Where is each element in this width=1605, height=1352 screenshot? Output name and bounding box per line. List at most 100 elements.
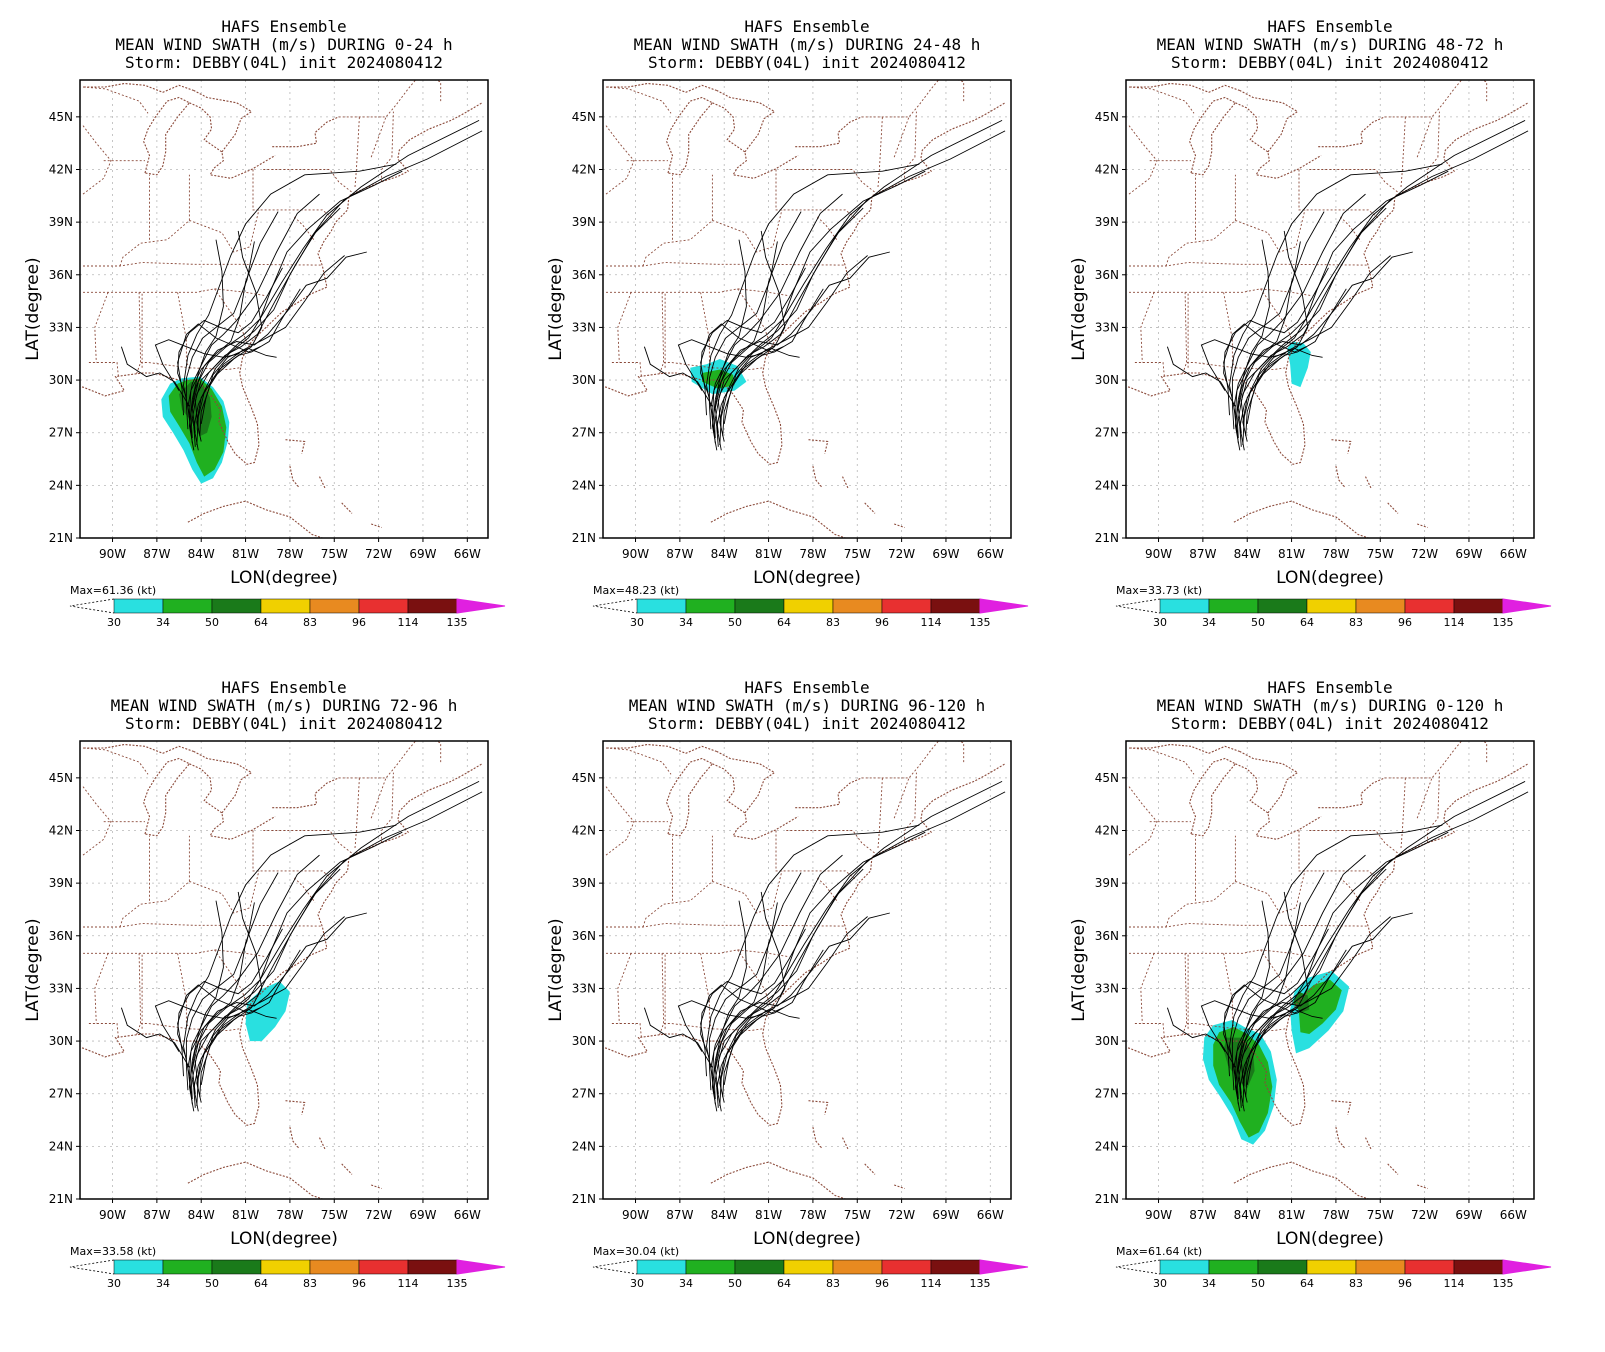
state-border	[1129, 288, 1313, 297]
ensemble-track	[1233, 854, 1366, 1094]
coastline	[1331, 1100, 1352, 1115]
x-axis-label: LON(degree)	[753, 1229, 861, 1249]
colorbar-segment	[783, 598, 834, 614]
colorbar: Max=61.64 (kt) 30 34 50 64 83 96 114 135	[1115, 1245, 1552, 1290]
state-border	[1181, 292, 1188, 375]
lon-tick-label: 84W	[711, 1208, 738, 1222]
ensemble-track	[1239, 119, 1526, 447]
swath-title: MEAN WIND SWATH (m/s) DURING 96-120 h	[629, 696, 985, 715]
coastline	[666, 757, 714, 837]
coastline	[189, 763, 276, 840]
colorbar-segment	[1257, 1259, 1308, 1275]
ensemble-track	[188, 239, 224, 451]
model-title: HAFS Ensemble	[221, 17, 346, 36]
model-title: HAFS Ensemble	[744, 17, 869, 36]
ensemble-track	[719, 891, 786, 1103]
state-border	[354, 777, 360, 849]
colorbar-level-label: 83	[303, 616, 317, 629]
lon-tick-label: 87W	[1189, 1208, 1216, 1222]
ensemble-track	[193, 780, 480, 1108]
coastline	[712, 763, 799, 840]
lat-tick-label: 39N	[49, 876, 73, 890]
coastline	[1189, 757, 1237, 837]
colorbar-segment	[1257, 598, 1308, 614]
lon-tick-label: 78W	[1322, 1208, 1349, 1222]
colorbar-segment	[979, 598, 1029, 614]
state-border	[663, 292, 714, 369]
state-border	[1427, 817, 1439, 843]
state-border	[1416, 777, 1433, 819]
state-border	[893, 777, 910, 819]
coastline	[143, 757, 191, 837]
lon-tick-label: 90W	[1145, 547, 1172, 561]
lon-tick-label: 75W	[321, 547, 348, 561]
state-border	[1480, 741, 1488, 763]
ensemble-track	[1246, 1009, 1323, 1085]
lon-tick-label: 90W	[99, 1208, 126, 1222]
lat-tick-label: 42N	[572, 823, 596, 837]
colorbar-level-label: 135	[970, 1277, 991, 1290]
ensemble-track	[714, 130, 1006, 451]
ensemble-track	[1234, 239, 1270, 451]
colorbar-level-label: 50	[728, 1277, 742, 1290]
state-border	[83, 262, 322, 267]
coastline	[1129, 82, 1240, 93]
ensemble-track	[711, 239, 747, 451]
colorbar-segment	[162, 598, 213, 614]
colorbar-level-label: 30	[107, 1277, 121, 1290]
coastline	[285, 1100, 306, 1115]
lon-tick-label: 81W	[755, 547, 782, 561]
state-border	[1437, 772, 1440, 819]
lat-tick-label: 42N	[1095, 162, 1119, 176]
colorbar-level-label: 50	[205, 616, 219, 629]
colorbar-level-label: 83	[826, 1277, 840, 1290]
coastline	[710, 500, 846, 538]
colorbar-level-label: 50	[728, 616, 742, 629]
ensemble-track	[1242, 949, 1347, 1107]
colorbar-level-label: 83	[303, 1277, 317, 1290]
lat-tick-label: 36N	[1095, 268, 1119, 282]
state-border	[135, 953, 142, 1036]
colorbar-level-label: 30	[1153, 1277, 1167, 1290]
ensemble-track	[1242, 230, 1309, 442]
state-border	[605, 125, 635, 195]
ensemble-track	[1166, 1007, 1236, 1068]
ensemble-track	[710, 193, 843, 433]
state-border	[252, 830, 334, 880]
coastline	[1233, 1161, 1369, 1199]
colorbar-level-label: 135	[447, 616, 468, 629]
coastline	[341, 1163, 353, 1175]
state-border	[1298, 169, 1380, 219]
colorbar-segment	[930, 1259, 981, 1275]
lon-tick-label: 72W	[888, 547, 915, 561]
coastline	[864, 1163, 876, 1175]
lon-tick-label: 78W	[799, 547, 826, 561]
state-border	[1181, 953, 1188, 1036]
swath-title: MEAN WIND SWATH (m/s) DURING 0-24 h	[115, 35, 452, 54]
colorbar-level-label: 135	[447, 1277, 468, 1290]
state-border	[786, 830, 876, 854]
coastline	[1417, 1184, 1428, 1190]
ensemble-track	[185, 902, 255, 1091]
swath-title: MEAN WIND SWATH (m/s) DURING 0-120 h	[1157, 696, 1504, 715]
lon-tick-label: 87W	[143, 547, 170, 561]
lon-tick-label: 90W	[622, 1208, 649, 1222]
map-panel: HAFS Ensemble MEAN WIND SWATH (m/s) DURIN…	[0, 0, 535, 676]
state-border	[1400, 116, 1406, 188]
state-border	[391, 772, 394, 819]
state-border	[1400, 777, 1406, 849]
lon-tick-label: 87W	[143, 1208, 170, 1222]
state-border	[354, 116, 360, 188]
lat-tick-label: 30N	[1095, 373, 1119, 387]
state-border	[1186, 953, 1237, 1030]
lon-tick-label: 66W	[977, 547, 1004, 561]
y-axis-label: LAT(degree)	[546, 918, 566, 1021]
x-axis-label: LON(degree)	[230, 1229, 338, 1249]
coastline	[606, 82, 717, 93]
ensemble-track	[677, 1000, 763, 1052]
coastline	[187, 1161, 323, 1199]
ensemble-track	[200, 348, 277, 424]
lat-tick-label: 30N	[49, 373, 73, 387]
coastline	[189, 102, 276, 179]
